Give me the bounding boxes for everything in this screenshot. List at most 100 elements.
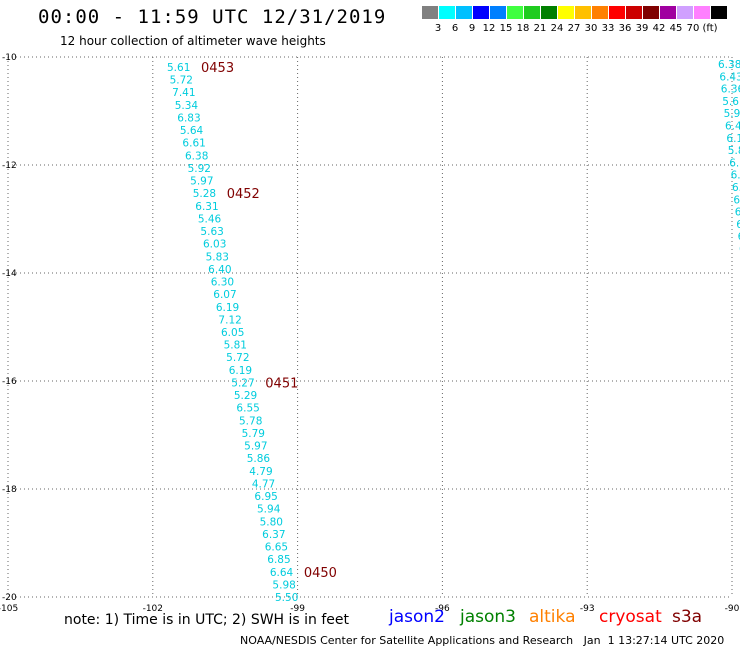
wave-height-value: 6.2 bbox=[729, 157, 740, 169]
wave-height-value: 6.1 bbox=[726, 133, 740, 145]
legend-label: 12 bbox=[482, 23, 496, 34]
legend-swatch bbox=[694, 6, 710, 19]
wave-height-value: 6. bbox=[738, 231, 740, 243]
wave-height-value: 6. bbox=[735, 207, 740, 219]
legend-swatch bbox=[660, 6, 676, 19]
wave-height-value: 5.72 bbox=[170, 75, 193, 87]
legend-swatch bbox=[558, 6, 574, 19]
lat-tick-label: -18 bbox=[2, 485, 17, 495]
track-time-label: 0450 bbox=[304, 566, 337, 581]
legend-label: 33 bbox=[601, 23, 615, 34]
lon-tick-label: -93 bbox=[580, 604, 595, 614]
legend-label: 3 bbox=[434, 23, 442, 34]
lat-tick-label: -12 bbox=[2, 161, 17, 171]
wave-height-value: 5.79 bbox=[242, 428, 265, 440]
legend-label: 18 bbox=[516, 23, 530, 34]
wave-height-value: 7.41 bbox=[172, 87, 195, 99]
legend-swatch bbox=[422, 6, 438, 19]
legend-swatch bbox=[575, 6, 591, 19]
satellite-cryosat: cryosat bbox=[599, 607, 662, 627]
wave-height-value: 6.07 bbox=[213, 289, 236, 301]
legend-label: (ft) bbox=[702, 23, 718, 34]
legend-swatch bbox=[541, 6, 557, 19]
wave-height-value: 5.95 bbox=[724, 108, 740, 120]
legend-swatch bbox=[439, 6, 455, 19]
wave-height-value: 6.4 bbox=[725, 121, 740, 133]
legend-label: 42 bbox=[652, 23, 666, 34]
wave-height-value: 6. bbox=[733, 194, 740, 206]
footer-note: note: 1) Time is in UTC; 2) SWH is in fe… bbox=[64, 612, 350, 628]
wave-height-value: 6.43 bbox=[719, 71, 740, 83]
legend-swatch bbox=[507, 6, 523, 19]
wave-height-value: 6.05 bbox=[221, 327, 244, 339]
lon-tick-label: -99 bbox=[290, 604, 305, 614]
lat-tick-label: -20 bbox=[2, 593, 17, 603]
wave-height-value: 5.34 bbox=[175, 100, 199, 112]
wave-height-value: 5.81 bbox=[224, 340, 247, 352]
lon-tick-label: -90 bbox=[725, 604, 740, 614]
lat-tick-label: -16 bbox=[2, 377, 17, 387]
legend-label: 15 bbox=[499, 23, 513, 34]
legend-label: 27 bbox=[567, 23, 581, 34]
legend-label: 6 bbox=[451, 23, 459, 34]
wave-height-value: 6.65 bbox=[265, 542, 288, 554]
main-altimeter-track: 5.615.727.415.346.835.646.616.385.925.97… bbox=[167, 61, 337, 604]
wave-height-value: 6.40 bbox=[208, 264, 231, 276]
legend-swatch bbox=[626, 6, 642, 19]
lat-tick-label: -14 bbox=[2, 269, 17, 279]
legend-swatch bbox=[609, 6, 625, 19]
lon-tick-label: -102 bbox=[143, 604, 163, 614]
legend-swatch bbox=[456, 6, 472, 19]
wave-height-value: 6.19 bbox=[216, 302, 239, 314]
wave-height-value: 5.61 bbox=[722, 96, 740, 108]
wave-height-value: 5.94 bbox=[257, 504, 281, 516]
wave-height-value: 6.37 bbox=[262, 529, 285, 541]
wave-height-value: 6.03 bbox=[203, 239, 226, 251]
legend-swatch bbox=[677, 6, 693, 19]
legend-label: 70 bbox=[686, 23, 700, 34]
wave-height-value: 5.61 bbox=[167, 62, 190, 74]
wave-height-value: 5.8 bbox=[728, 145, 740, 157]
wave-height-value: 5.83 bbox=[206, 251, 229, 263]
wave-height-value: 6. bbox=[736, 219, 740, 231]
legend-label: 45 bbox=[669, 23, 683, 34]
lon-tick-label: -96 bbox=[435, 604, 450, 614]
satellite-jason3: jason3 bbox=[460, 607, 516, 627]
wave-height-value: 5.63 bbox=[200, 226, 223, 238]
wave-height-value: 6.36 bbox=[721, 84, 740, 96]
wave-height-value: 6.61 bbox=[182, 138, 205, 150]
track-time-label: 0451 bbox=[265, 376, 298, 391]
track-time-label: 0453 bbox=[201, 61, 234, 76]
wave-height-value: 6.38 bbox=[718, 59, 740, 71]
lon-tick-label: -105 bbox=[0, 604, 18, 614]
wave-height-value: 5.29 bbox=[234, 390, 257, 402]
wave-height-value: 5.98 bbox=[272, 579, 295, 591]
legend-label: 39 bbox=[635, 23, 649, 34]
wave-height-value: 6.4 bbox=[732, 182, 740, 194]
wave-height-value: 5.86 bbox=[247, 453, 271, 465]
wave-height-value: 4.77 bbox=[252, 478, 275, 490]
wave-height-value: 6.31 bbox=[195, 201, 218, 213]
wave-height-value: 5.78 bbox=[239, 415, 262, 427]
legend-swatch bbox=[490, 6, 506, 19]
wave-height-value: 6.83 bbox=[177, 112, 200, 124]
wave-height-value: 6.38 bbox=[185, 150, 208, 162]
legend-label: 21 bbox=[533, 23, 547, 34]
right-altimeter-track: 6.386.436.365.615.956.46.15.86.26.66.46.… bbox=[718, 59, 740, 256]
map-grid bbox=[7, 56, 733, 598]
wave-height-value: 5.50 bbox=[275, 592, 298, 604]
wave-height-value: 6.19 bbox=[229, 365, 252, 377]
wave-height-value: 6.55 bbox=[236, 403, 259, 415]
legend-label: 30 bbox=[584, 23, 598, 34]
wave-height-value: 6.30 bbox=[211, 277, 234, 289]
satellite-altika: altika bbox=[529, 607, 576, 627]
wave-height-value: 5.64 bbox=[180, 125, 204, 137]
wave-height-value: 5.80 bbox=[260, 516, 283, 528]
axis-tick-labels: -105 -102 -99 -96 -93 -90 -10 -12 -14 -16 -18 -20 bbox=[0, 53, 740, 614]
wave-height-value: 6.64 bbox=[270, 567, 294, 579]
lat-tick-label: -10 bbox=[2, 53, 17, 63]
legend-swatch bbox=[524, 6, 540, 19]
wave-height-value: 6.95 bbox=[254, 491, 277, 503]
satellite-jason2: jason2 bbox=[389, 607, 445, 627]
